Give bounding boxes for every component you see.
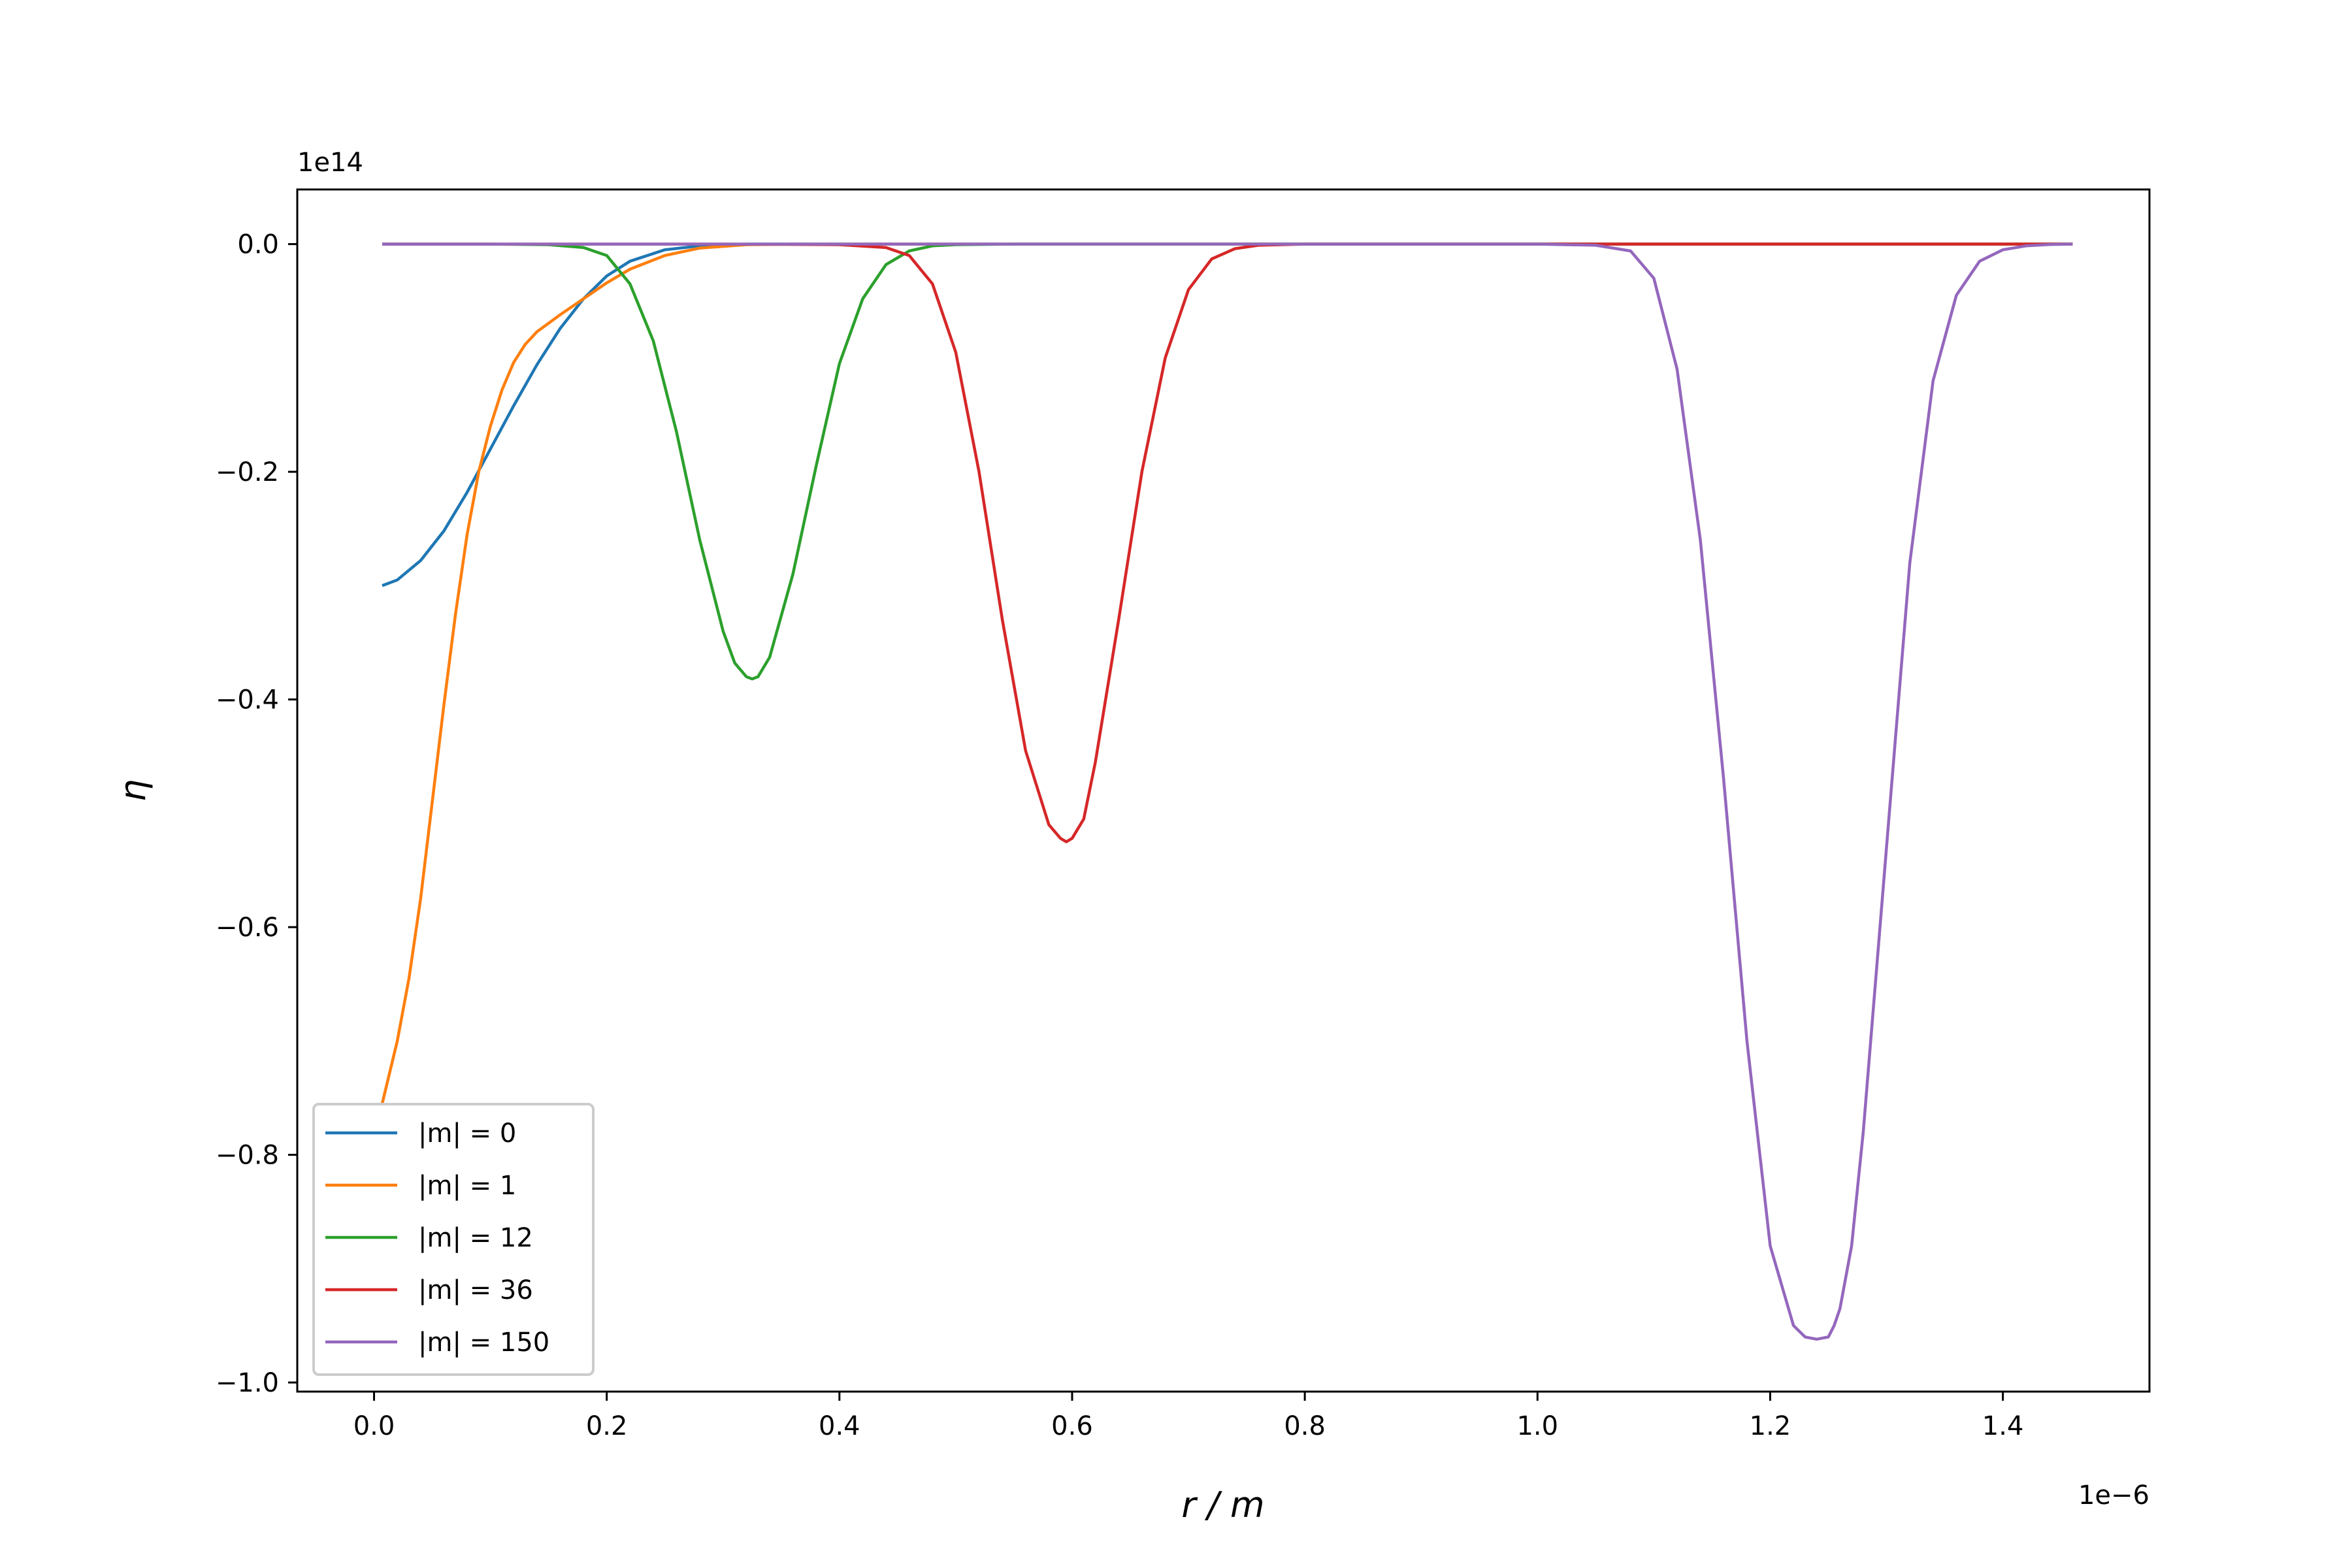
x-tick-label: 1.0 <box>1516 1411 1558 1441</box>
plot-area-frame <box>296 188 2151 1393</box>
y-tick-label: 0.0 <box>237 230 279 260</box>
x-tick-label: 0.4 <box>819 1411 860 1441</box>
y-tick-label: −0.6 <box>216 913 279 943</box>
y-tick-label: −1.0 <box>216 1368 279 1398</box>
y-axis-ticks: 0.0 −0.2 −0.4 −0.6 −0.8 −1.0 <box>216 230 297 1398</box>
plot-lines <box>380 242 2073 1341</box>
legend-label-3: |m| = 36 <box>418 1275 533 1305</box>
series-line-4 <box>382 242 2073 1341</box>
legend-label-2: |m| = 12 <box>418 1223 533 1253</box>
legend-label-0: |m| = 0 <box>418 1119 516 1149</box>
x-tick-label: 0.2 <box>586 1411 628 1441</box>
legend-entries: |m| = 0 |m| = 1 |m| = 12 |m| = 36 |m| = 150 <box>325 1119 549 1358</box>
x-axis-label: r / m <box>1181 1484 1264 1526</box>
y-tick-label: −0.2 <box>216 457 279 487</box>
legend: |m| = 0 |m| = 1 |m| = 12 |m| = 36 |m| = 150 <box>312 1103 595 1376</box>
y-tick-label: −0.8 <box>216 1141 279 1171</box>
x-tick-label: 0.8 <box>1284 1411 1326 1441</box>
y-axis-label: η <box>112 779 154 802</box>
x-tick-label: 0.0 <box>353 1411 395 1441</box>
x-tick-label: 1.4 <box>1982 1411 2024 1441</box>
y-tick-label: −0.4 <box>216 685 279 715</box>
y-axis-offset-label: 1e14 <box>297 148 363 178</box>
x-axis-offset-label: 1e−6 <box>2078 1480 2149 1511</box>
legend-label-1: |m| = 1 <box>418 1171 516 1201</box>
x-axis-ticks: 0.0 0.2 0.4 0.6 0.8 1.0 1.2 1.4 <box>353 1392 2024 1441</box>
x-tick-label: 0.6 <box>1051 1411 1093 1441</box>
x-tick-label: 1.2 <box>1750 1411 1791 1441</box>
legend-label-4: |m| = 150 <box>418 1328 549 1358</box>
legend-box <box>312 1103 595 1376</box>
